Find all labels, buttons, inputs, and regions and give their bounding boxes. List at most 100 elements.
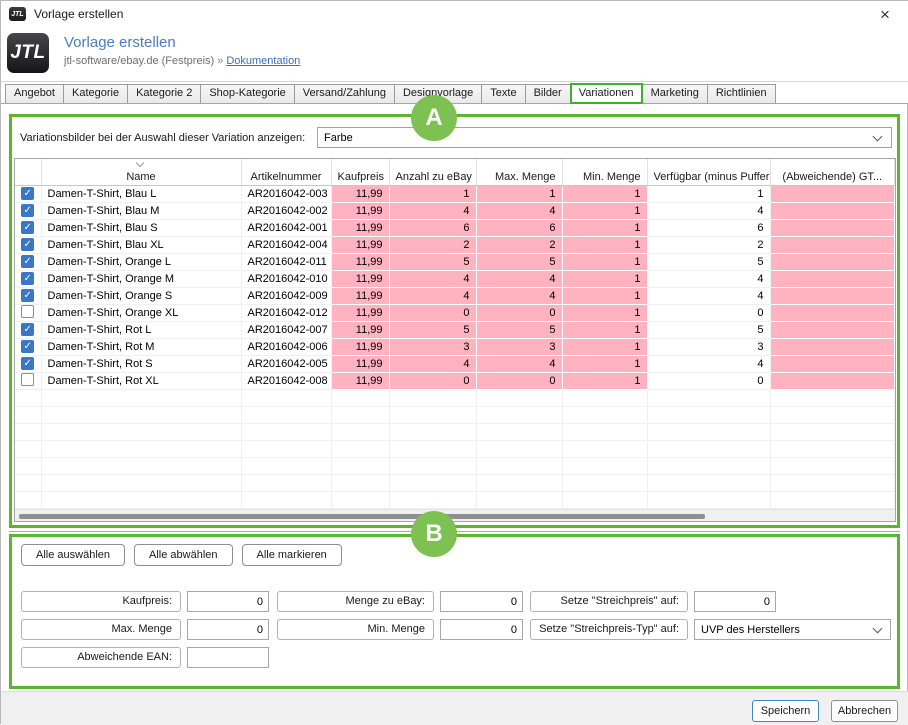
alle-markieren-button[interactable]: Alle markieren bbox=[241, 544, 342, 566]
row-checkbox[interactable]: ✓ bbox=[21, 238, 35, 251]
table-row[interactable]: ✓ Damen-T-Shirt, Blau M AR2016042-002 11,99… bbox=[15, 202, 895, 220]
table-row[interactable]: ✓ Damen-T-Shirt, Blau S AR2016042-001 11,99… bbox=[15, 219, 895, 237]
table-row[interactable]: ✓ Damen-T-Shirt, Rot S AR2016042-005 11,99 4… bbox=[15, 355, 895, 373]
streichpreis-typ-select[interactable]: UVP des Herstellers bbox=[694, 619, 891, 640]
row-checkbox[interactable]: ✓ bbox=[21, 255, 35, 268]
tab-shop-kategorie[interactable]: Shop-Kategorie bbox=[200, 84, 295, 103]
tab-variationen[interactable]: Variationen bbox=[569, 83, 643, 104]
cell-anzahl-zu-ebay: 2 bbox=[389, 236, 477, 254]
cell-anzahl-zu-ebay: 5 bbox=[389, 321, 477, 339]
table-row[interactable]: ✓ Damen-T-Shirt, Orange S AR2016042-009 11,… bbox=[15, 287, 895, 305]
cell-min-menge: 1 bbox=[562, 270, 648, 288]
min-menge-input[interactable] bbox=[440, 619, 523, 640]
checkbox-cell: ✓ bbox=[15, 321, 42, 339]
column-header-max-menge[interactable]: Max. Menge bbox=[476, 159, 563, 186]
empty-cell bbox=[331, 389, 390, 407]
bulk-buttons: Alle auswählen Alle abwählen Alle markiere… bbox=[21, 544, 897, 566]
empty-cell bbox=[476, 491, 563, 509]
tab-bilder[interactable]: Bilder bbox=[524, 84, 571, 103]
row-checkbox[interactable]: ✓ bbox=[21, 340, 35, 353]
kaufpreis-input[interactable] bbox=[187, 591, 269, 612]
cell-artikelnummer: AR2016042-002 bbox=[241, 202, 332, 220]
empty-cell bbox=[331, 457, 390, 475]
empty-cell bbox=[241, 406, 332, 424]
checkbox-cell: ✓ bbox=[15, 219, 42, 237]
checkbox-cell: ✓ bbox=[15, 202, 42, 220]
streichpreis-input[interactable] bbox=[694, 591, 776, 612]
documentation-link[interactable]: Dokumentation bbox=[226, 55, 301, 67]
tab-designvorlage[interactable]: Designvorlage bbox=[393, 84, 483, 103]
tab-texte[interactable]: Texte bbox=[481, 84, 526, 103]
tab-kategorie-2[interactable]: Kategorie 2 bbox=[127, 84, 202, 103]
table-row[interactable]: ✓ Damen-T-Shirt, Blau XL AR2016042-004 11,9… bbox=[15, 236, 895, 254]
column-header-min-menge[interactable]: Min. Menge bbox=[562, 159, 648, 186]
row-checkbox[interactable]: ✓ bbox=[21, 204, 35, 217]
empty-cell bbox=[331, 491, 390, 509]
row-checkbox[interactable]: ✓ bbox=[21, 221, 35, 234]
max-menge-input[interactable] bbox=[187, 619, 269, 640]
table-row[interactable]: ✓ Damen-T-Shirt, Blau L AR2016042-003 11,99… bbox=[15, 185, 895, 203]
tab-marketing[interactable]: Marketing bbox=[641, 84, 708, 103]
row-checkbox[interactable]: ✓ bbox=[21, 272, 35, 285]
row-checkbox[interactable]: ✓ bbox=[21, 323, 35, 336]
cell-gtin bbox=[770, 287, 895, 305]
column-header-name[interactable]: Name bbox=[41, 159, 242, 186]
tab-versand-zahlung[interactable]: Versand/Zahlung bbox=[293, 84, 395, 103]
menge-zu-ebay-apply-button[interactable]: Menge zu eBay: bbox=[277, 591, 434, 612]
variation-select[interactable]: Farbe bbox=[317, 127, 892, 148]
cell-verfuegbar: 4 bbox=[647, 270, 771, 288]
cell-gtin bbox=[770, 219, 895, 237]
abweichende-ean-apply-button[interactable]: Abweichende EAN: bbox=[21, 647, 181, 668]
table-row[interactable]: ✓ Damen-T-Shirt, Orange M AR2016042-010 11,… bbox=[15, 270, 895, 288]
column-header-kaufpreis[interactable]: Kaufpreis bbox=[331, 159, 390, 186]
table-row[interactable]: ✓ Damen-T-Shirt, Rot M AR2016042-006 11,99 3… bbox=[15, 338, 895, 356]
row-checkbox[interactable]: ✓ bbox=[21, 289, 35, 302]
close-icon[interactable]: × bbox=[880, 5, 890, 24]
empty-cell bbox=[41, 423, 242, 441]
cell-gtin bbox=[770, 202, 895, 220]
abweichende-ean-input[interactable] bbox=[187, 647, 269, 668]
tab-richtlinien[interactable]: Richtlinien bbox=[706, 84, 776, 103]
cancel-button[interactable]: Abbrechen bbox=[831, 700, 898, 722]
streichpreis-apply-button[interactable]: Setze "Streichpreis" auf: bbox=[530, 591, 688, 612]
streichpreis-typ-apply-button[interactable]: Setze "Streichpreis-Typ" auf: bbox=[530, 619, 688, 640]
save-button[interactable]: Speichern bbox=[752, 700, 819, 722]
column-header-anzahl-zu-ebay[interactable]: Anzahl zu eBay bbox=[389, 159, 477, 186]
row-checkbox[interactable] bbox=[21, 304, 35, 318]
empty-cell bbox=[15, 406, 42, 424]
max-menge-apply-button[interactable]: Max. Menge bbox=[21, 619, 181, 640]
tab-kategorie[interactable]: Kategorie bbox=[62, 84, 129, 103]
dialog-header: JTL Vorlage erstellen jtl-software/ebay.… bbox=[1, 27, 908, 81]
column-header-abweichende-gt[interactable]: (Abweichende) GT... bbox=[770, 159, 895, 186]
horizontal-scrollbar[interactable] bbox=[15, 508, 895, 521]
menge-zu-ebay-input[interactable] bbox=[440, 591, 523, 612]
table-row[interactable]: Damen-T-Shirt, Orange XL AR2016042-012 11,… bbox=[15, 304, 895, 322]
cell-anzahl-zu-ebay: 3 bbox=[389, 338, 477, 356]
alle-auswählen-button[interactable]: Alle auswählen bbox=[21, 544, 125, 566]
min-menge-apply-button[interactable]: Min. Menge bbox=[277, 619, 434, 640]
column-header-artikelnummer[interactable]: Artikelnummer bbox=[241, 159, 332, 186]
tab-angebot[interactable]: Angebot bbox=[5, 84, 64, 103]
cell-kaufpreis: 11,99 bbox=[331, 304, 390, 322]
variations-grid-table: Name Artikelnummer Kaufpreis Anzahl zu eBay… bbox=[15, 159, 895, 509]
column-header-verfügbar-minus-puffer[interactable]: Verfügbar (minus Puffer) bbox=[647, 159, 771, 186]
cell-name: Damen-T-Shirt, Orange L bbox=[41, 253, 242, 271]
row-checkbox[interactable]: ✓ bbox=[21, 187, 35, 200]
alle-abwählen-button[interactable]: Alle abwählen bbox=[134, 544, 233, 566]
kaufpreis-apply-button[interactable]: Kaufpreis: bbox=[21, 591, 181, 612]
table-row[interactable]: ✓ Damen-T-Shirt, Rot L AR2016042-007 11,99 5… bbox=[15, 321, 895, 339]
empty-cell bbox=[562, 406, 648, 424]
cell-anzahl-zu-ebay: 4 bbox=[389, 270, 477, 288]
table-row[interactable]: Damen-T-Shirt, Rot XL AR2016042-008 11,99 0… bbox=[15, 372, 895, 390]
empty-row bbox=[15, 440, 895, 458]
cell-anzahl-zu-ebay: 4 bbox=[389, 355, 477, 373]
scrollbar-thumb[interactable] bbox=[19, 513, 706, 519]
column-header-checkbox[interactable] bbox=[15, 159, 42, 186]
cell-anzahl-zu-ebay: 1 bbox=[389, 185, 477, 203]
variation-select-value: Farbe bbox=[324, 131, 353, 144]
row-checkbox[interactable]: ✓ bbox=[21, 357, 35, 370]
table-row[interactable]: ✓ Damen-T-Shirt, Orange L AR2016042-011 11,… bbox=[15, 253, 895, 271]
cell-verfuegbar: 4 bbox=[647, 355, 771, 373]
row-checkbox[interactable] bbox=[21, 372, 35, 386]
empty-cell bbox=[41, 457, 242, 475]
